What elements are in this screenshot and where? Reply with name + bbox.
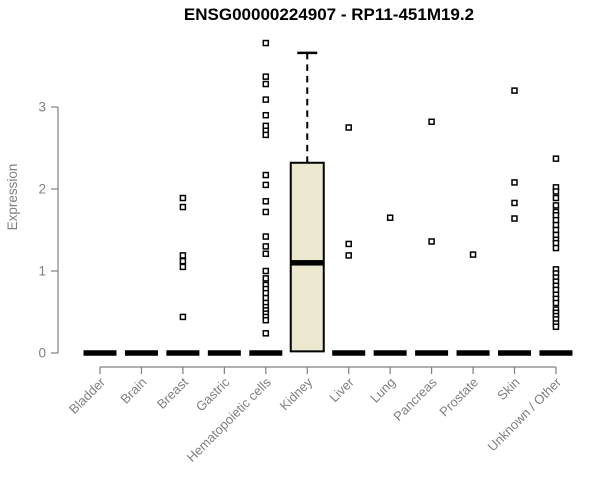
outlier-point-breast [179, 252, 187, 259]
outlier-point-unknown-other [552, 244, 560, 252]
x-tick-label-unknown-other: Unknown / Other [484, 374, 564, 454]
outlier-point-hematopoietic-cells [262, 208, 270, 216]
zero-median-bar-unknown-other [539, 350, 573, 356]
outlier-point-skin [511, 87, 518, 94]
outlier-point-hematopoietic-cells [262, 198, 270, 205]
outlier-point-hematopoietic-cells [262, 233, 270, 240]
outlier-point-hematopoietic-cells [262, 316, 270, 324]
outlier-point-hematopoietic-cells [262, 39, 270, 47]
zero-median-bar-liver [332, 350, 366, 356]
outlier-point-hematopoietic-cells [262, 73, 270, 80]
outlier-point-hematopoietic-cells [262, 267, 270, 275]
outlier-point-hematopoietic-cells [262, 171, 270, 179]
outlier-point-liver [345, 124, 352, 131]
outlier-point-breast [179, 203, 187, 211]
outlier-point-breast [179, 313, 187, 321]
x-tick-label-kidney: Kidney [277, 374, 316, 413]
outlier-point-unknown-other [552, 202, 560, 209]
x-tick-label-liver: Liver [326, 374, 357, 405]
y-tick-label: 3 [38, 100, 46, 115]
outlier-point-unknown-other [552, 188, 560, 195]
y-tick-label: 0 [38, 346, 46, 361]
y-tick-label: 2 [38, 182, 46, 197]
zero-median-bar-pancreas [415, 350, 449, 356]
outlier-point-hematopoietic-cells [262, 80, 270, 88]
zero-median-bar-bladder [83, 350, 117, 356]
y-tick-label: 1 [38, 264, 46, 279]
outlier-point-hematopoietic-cells [262, 96, 270, 103]
x-tick-label-brain: Brain [117, 375, 149, 407]
zero-median-bar-breast [166, 350, 200, 356]
zero-median-bar-brain [124, 350, 158, 356]
zero-median-bar-gastric [207, 350, 241, 356]
outlier-point-hematopoietic-cells [262, 250, 270, 258]
median-line-kidney [290, 260, 324, 266]
outlier-point-pancreas [428, 238, 435, 245]
outlier-point-unknown-other [552, 323, 560, 331]
outlier-point-hematopoietic-cells [262, 131, 270, 139]
x-tick-label-prostate: Prostate [436, 375, 481, 420]
zero-median-bar-lung [373, 350, 407, 356]
outlier-point-pancreas [428, 118, 435, 126]
x-tick-label-gastric: Gastric [193, 374, 233, 414]
outlier-point-liver [345, 240, 352, 248]
x-tick-label-lung: Lung [367, 375, 398, 406]
zero-median-bar-prostate [456, 350, 490, 356]
outlier-point-lung [386, 214, 394, 221]
outlier-point-skin [511, 179, 518, 186]
outlier-point-unknown-other [552, 194, 560, 202]
outlier-point-breast [179, 263, 187, 271]
outlier-point-liver [345, 252, 352, 259]
outlier-point-hematopoietic-cells [262, 243, 270, 250]
x-tick-label-pancreas: Pancreas [390, 374, 440, 424]
x-tick-label-breast: Breast [154, 374, 191, 411]
outlier-point-unknown-other [552, 155, 560, 162]
outlier-point-hematopoietic-cells [262, 111, 270, 119]
outlier-point-hematopoietic-cells [262, 330, 270, 337]
outlier-point-breast [179, 257, 187, 265]
chart-title: ENSG00000224907 - RP11-451M19.2 [183, 5, 475, 24]
zero-median-bar-skin [498, 350, 531, 356]
box-kidney [289, 161, 325, 353]
zero-median-bar-hematopoietic-cells [249, 350, 283, 356]
outlier-point-unknown-other [552, 299, 560, 307]
outlier-point-hematopoietic-cells [262, 275, 270, 282]
outlier-point-hematopoietic-cells [262, 181, 270, 189]
outlier-point-breast [179, 194, 187, 202]
outlier-point-prostate [469, 251, 477, 258]
outlier-point-skin [511, 215, 518, 222]
x-tick-label-bladder: Bladder [66, 374, 109, 417]
x-tick-label-skin: Skin [494, 375, 522, 403]
outlier-point-skin [511, 199, 518, 207]
